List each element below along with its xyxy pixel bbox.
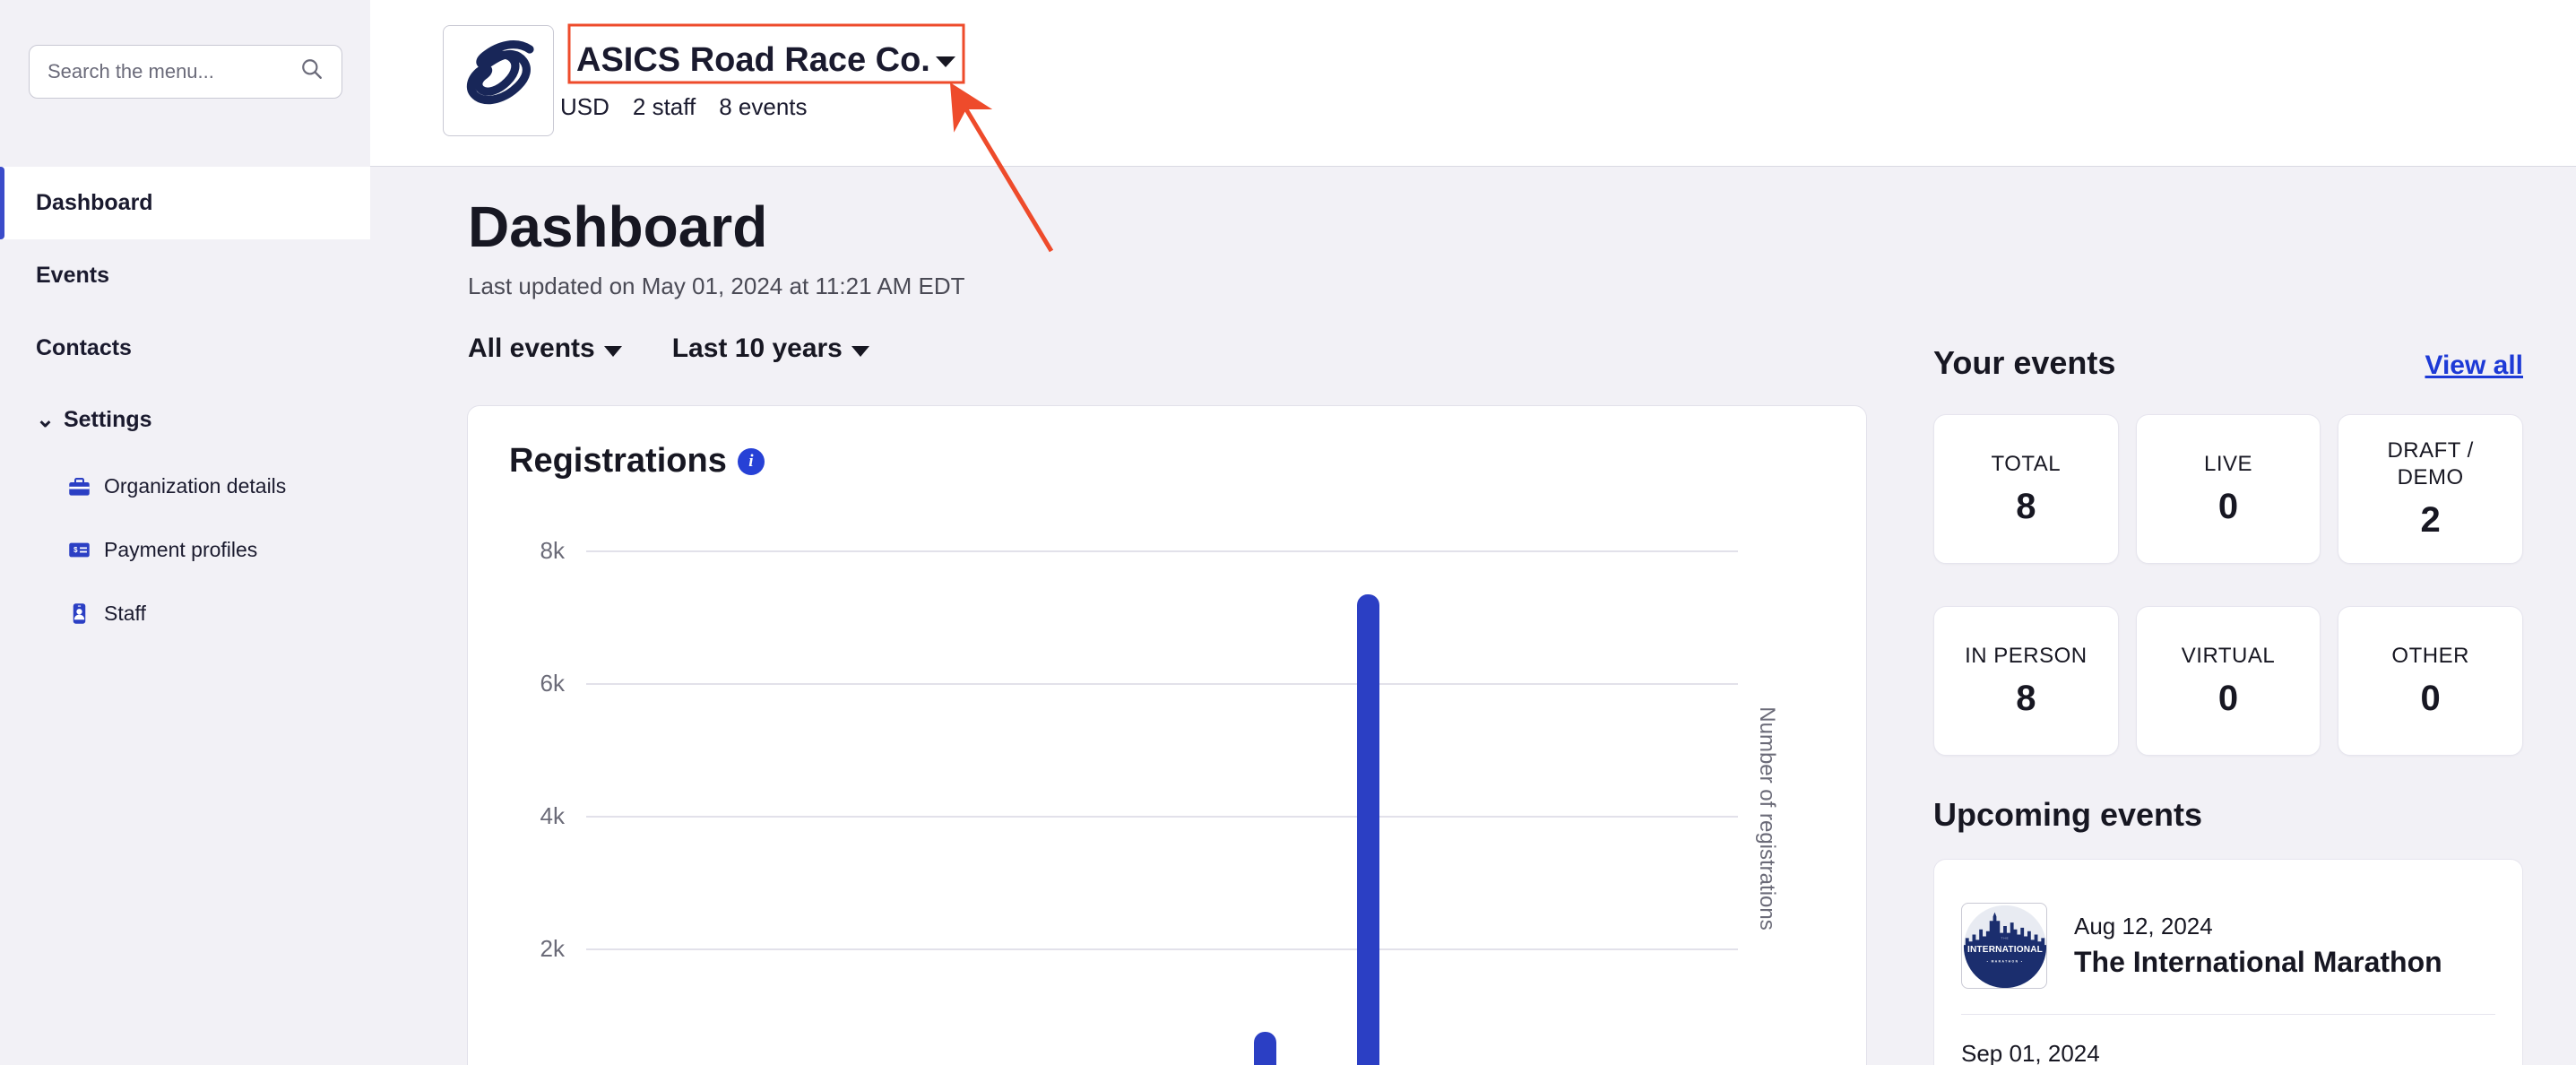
svg-text:INTERNATIONAL: INTERNATIONAL (1967, 945, 2043, 955)
svg-text:4k: 4k (540, 802, 566, 829)
svg-text:6k: 6k (540, 670, 566, 697)
svg-text:• MARATHON •: • MARATHON • (1987, 959, 2024, 963)
svg-text:THE: THE (2001, 936, 2009, 939)
svg-text:2k: 2k (540, 935, 566, 962)
svg-text:8k: 8k (540, 541, 566, 564)
svg-text:$: $ (73, 546, 78, 554)
svg-text:Number of registrations: Number of registrations (1755, 706, 1779, 930)
